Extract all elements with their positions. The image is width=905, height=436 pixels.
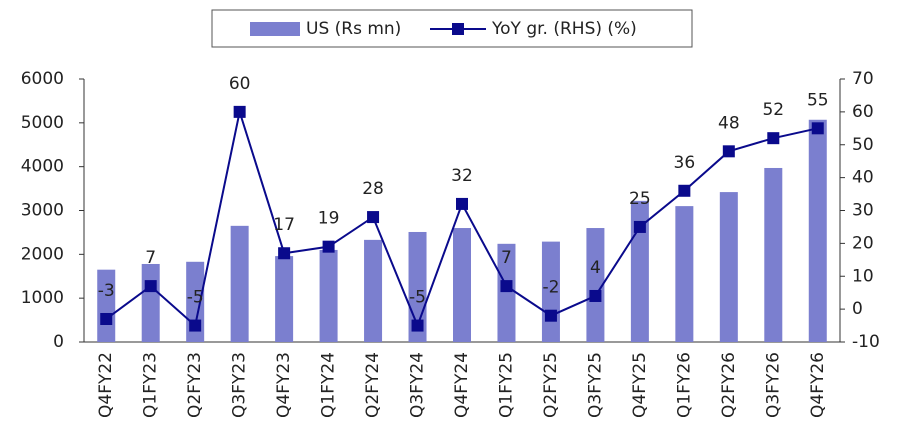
y-tick-label: 2000: [21, 244, 64, 264]
x-tick-label: Q2FY24: [363, 352, 383, 418]
y2-tick-label: 10: [852, 266, 874, 286]
y-tick-label: 0: [53, 332, 64, 352]
bar: [230, 225, 249, 342]
marker: [322, 240, 335, 253]
data-label: 7: [501, 248, 512, 268]
data-label: 28: [362, 179, 384, 199]
marker: [767, 132, 780, 145]
data-label: 17: [273, 215, 295, 235]
marker: [411, 319, 424, 332]
x-tick-label: Q2FY23: [185, 352, 205, 418]
x-tick-label: Q4FY25: [630, 352, 650, 418]
data-label: 19: [318, 209, 340, 229]
y2-tick-label: 60: [852, 102, 874, 122]
marker: [500, 280, 513, 293]
bar: [586, 228, 605, 342]
y2-tick-label: 70: [852, 69, 874, 89]
x-tick-label: Q3FY24: [408, 352, 428, 418]
data-label: -2: [542, 278, 559, 298]
x-tick-label: Q2FY26: [719, 352, 739, 418]
y2-tick-label: 0: [852, 299, 863, 319]
y2-tick-label: 30: [852, 201, 874, 221]
marker: [544, 309, 557, 322]
marker: [811, 122, 824, 135]
marker: [100, 312, 113, 325]
data-label: 25: [629, 189, 651, 209]
legend-swatch: [250, 22, 300, 36]
bar: [141, 263, 160, 342]
x-tick-label: Q1FY23: [141, 352, 161, 418]
data-label: -5: [409, 288, 426, 308]
bar: [453, 228, 471, 342]
data-label: 4: [590, 258, 601, 278]
marker: [189, 319, 202, 332]
data-label: 55: [807, 90, 829, 110]
bar: [719, 192, 738, 342]
marker: [367, 211, 380, 224]
y-tick-label: 3000: [21, 201, 64, 221]
marker: [233, 105, 246, 118]
y2-tick-label: 40: [852, 168, 874, 188]
x-tick-label: Q1FY26: [674, 352, 694, 418]
bar: [364, 239, 383, 342]
bar: [319, 249, 338, 342]
data-label: 52: [762, 100, 784, 120]
bar: [764, 167, 783, 342]
x-tick-label: Q1FY25: [496, 352, 516, 418]
marker: [456, 197, 468, 210]
bar: [808, 119, 827, 342]
y2-tick-label: -10: [852, 332, 880, 352]
x-tick-label: Q3FY26: [763, 352, 783, 418]
x-tick-label: Q4FY24: [452, 352, 472, 418]
y-tick-label: 5000: [21, 113, 64, 133]
y2-tick-label: 20: [852, 233, 874, 253]
legend-marker: [452, 23, 464, 35]
bar: [630, 200, 649, 342]
data-label: 7: [145, 248, 156, 268]
data-label: 60: [229, 74, 251, 94]
data-label: 48: [718, 113, 740, 133]
y-tick-label: 4000: [21, 157, 64, 177]
data-label: 32: [451, 166, 473, 186]
x-tick-label: Q1FY24: [319, 352, 339, 418]
x-tick-label: Q4FY26: [808, 352, 828, 418]
bar: [497, 243, 516, 342]
y-tick-label: 1000: [21, 288, 64, 308]
x-tick-label: Q3FY25: [585, 352, 605, 418]
x-tick-label: Q3FY23: [230, 352, 250, 418]
bar: [675, 206, 694, 342]
bar: [275, 256, 294, 342]
marker: [633, 220, 646, 233]
x-tick-label: Q4FY23: [274, 352, 294, 418]
data-label: -3: [98, 281, 115, 301]
legend-label: YoY gr. (RHS) (%): [491, 19, 637, 39]
x-tick-label: Q4FY22: [96, 352, 116, 418]
data-label: -5: [187, 288, 204, 308]
marker: [678, 184, 691, 197]
marker: [722, 145, 735, 158]
data-label: 36: [674, 153, 696, 173]
marker: [144, 280, 157, 293]
x-tick-label: Q2FY25: [541, 352, 561, 418]
legend-label: US (Rs mn): [306, 19, 401, 39]
marker: [589, 289, 602, 302]
y-tick-label: 6000: [21, 69, 64, 89]
marker: [278, 247, 291, 260]
y2-tick-label: 50: [852, 135, 874, 155]
